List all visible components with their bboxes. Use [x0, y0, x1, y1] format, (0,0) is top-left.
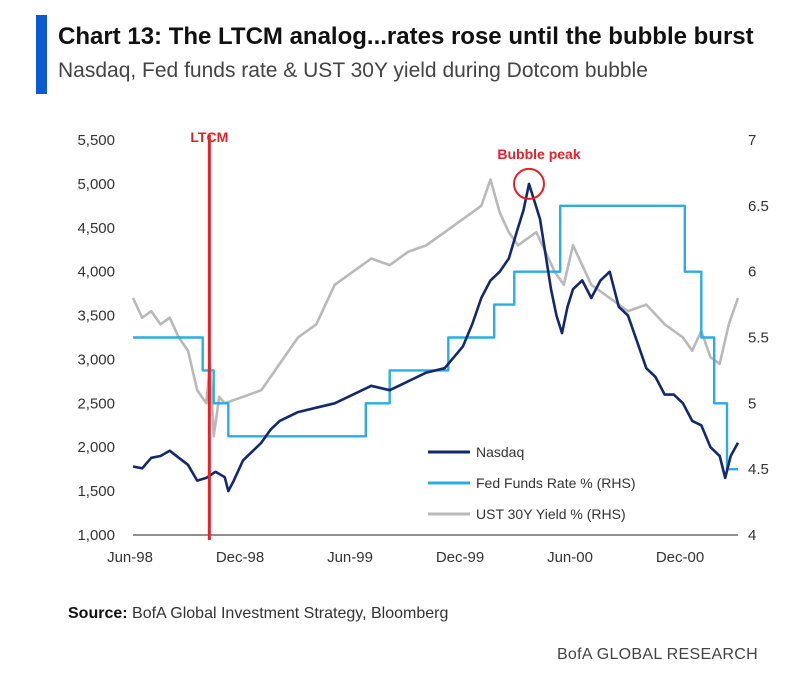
y-left-tick-label: 5,000 — [77, 176, 115, 193]
x-tick-label: Jun-00 — [547, 549, 593, 566]
y-left-tick-label: 4,000 — [77, 264, 115, 281]
x-tick-label: Dec-99 — [436, 549, 484, 566]
y-right-tick-label: 5 — [748, 395, 756, 412]
x-tick-label: Dec-00 — [656, 549, 704, 566]
chart: 1,000 1,500 2,000 2,500 3,000 3,500 4,000 4,500… — [77, 129, 769, 566]
source-text: BofA Global Investment Strategy, Bloombe… — [132, 605, 449, 622]
source-label: Source: — [68, 605, 128, 622]
y-left-tick-label: 5,500 — [77, 132, 115, 149]
y-right-tick-label: 4.5 — [748, 461, 769, 478]
y-left-tick-label: 3,500 — [77, 308, 115, 325]
y-left-tick-label: 2,500 — [77, 395, 115, 412]
y-right-tick-label: 7 — [748, 132, 756, 149]
y-left-tick-label: 2,000 — [77, 439, 115, 456]
series-line-fed-funds-rate-rhs — [133, 204, 738, 471]
brand-footer: BofA GLOBAL RESEARCH — [556, 646, 758, 663]
y-right-tick-label: 6.5 — [748, 198, 769, 215]
legend-label: Nasdaq — [476, 444, 524, 460]
y-right-tick-label: 4 — [748, 527, 756, 544]
ltcm-label: LTCM — [190, 129, 228, 145]
x-tick-label: Jun-98 — [107, 549, 153, 566]
bubble-peak-label: Bubble peak — [497, 146, 580, 162]
chart-subtitle: Nasdaq, Fed funds rate & UST 30Y yield d… — [58, 59, 648, 82]
series-line-nasdaq — [132, 182, 740, 493]
series-line-ust-30y-yield-rhs — [131, 178, 740, 438]
source-note: Source: BofA Global Investment Strategy,… — [68, 605, 448, 623]
y-right-tick-label: 5.5 — [748, 330, 769, 347]
y-left-tick-label: 4,500 — [77, 220, 115, 237]
accent-bar — [36, 15, 47, 94]
y-left-tick-label: 1,000 — [77, 527, 115, 544]
legend-label: UST 30Y Yield % (RHS) — [476, 506, 626, 522]
x-tick-label: Jun-99 — [327, 549, 373, 566]
y-left-tick-label: 3,000 — [77, 351, 115, 368]
bubble-peak-circle — [513, 167, 545, 200]
legend-label: Fed Funds Rate % (RHS) — [476, 475, 636, 491]
chart-title: Chart 13: The LTCM analog...rates rose u… — [58, 23, 754, 50]
y-left-tick-label: 1,500 — [77, 483, 115, 500]
y-right-tick-label: 6 — [748, 264, 756, 281]
x-tick-label: Dec-98 — [216, 549, 264, 566]
